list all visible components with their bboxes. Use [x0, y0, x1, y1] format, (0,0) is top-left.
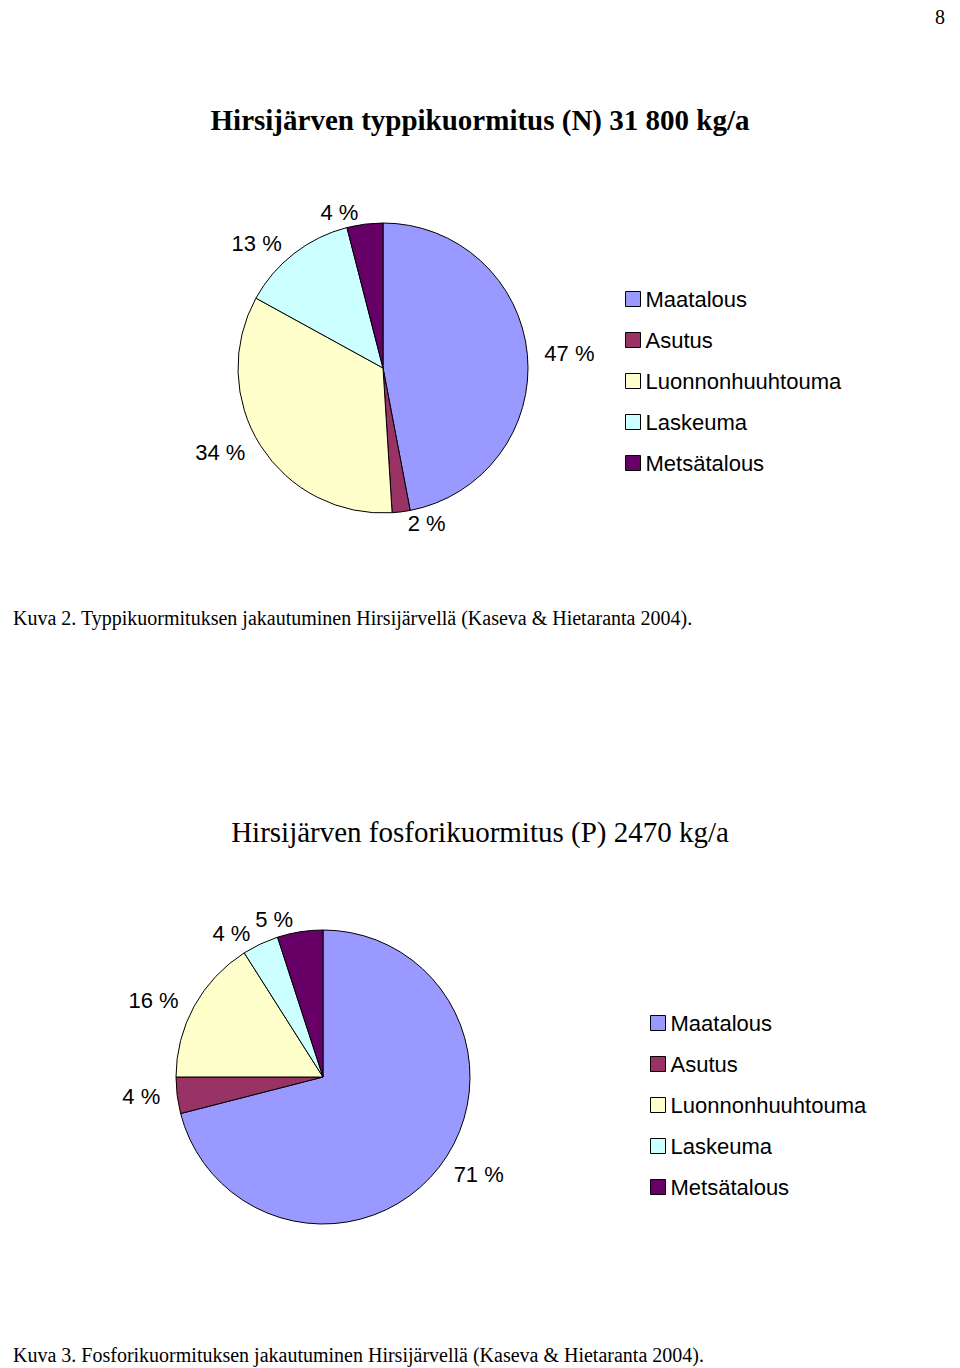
svg-text:Maatalous: Maatalous: [671, 1011, 773, 1036]
svg-text:4 %: 4 %: [212, 921, 250, 946]
svg-text:34 %: 34 %: [195, 440, 245, 465]
svg-text:47 %: 47 %: [544, 341, 594, 366]
svg-text:5 %: 5 %: [255, 907, 293, 932]
svg-text:4 %: 4 %: [320, 200, 358, 225]
svg-text:Kuva 3. Fosforikuormituksen ja: Kuva 3. Fosforikuormituksen jakautuminen…: [13, 1344, 704, 1367]
svg-text:71 %: 71 %: [454, 1162, 504, 1187]
svg-text:13 %: 13 %: [232, 231, 282, 256]
svg-text:Asutus: Asutus: [671, 1052, 738, 1077]
svg-text:Luonnonhuuhtouma: Luonnonhuuhtouma: [646, 369, 842, 394]
svg-text:2 %: 2 %: [408, 511, 446, 536]
svg-text:Kuva 2. Typpikuormituksen jaka: Kuva 2. Typpikuormituksen jakautuminen H…: [13, 607, 692, 630]
svg-text:Hirsijärven fosforikuormitus (: Hirsijärven fosforikuormitus (P) 2470 kg…: [231, 816, 729, 849]
svg-text:16 %: 16 %: [129, 988, 179, 1013]
svg-text:8: 8: [935, 6, 945, 28]
svg-text:Laskeuma: Laskeuma: [671, 1134, 773, 1159]
svg-text:Laskeuma: Laskeuma: [646, 410, 748, 435]
svg-text:Maatalous: Maatalous: [646, 287, 748, 312]
svg-text:Hirsijärven typpikuormitus (N): Hirsijärven typpikuormitus (N) 31 800 kg…: [211, 104, 750, 137]
svg-text:4 %: 4 %: [122, 1084, 160, 1109]
svg-text:Luonnonhuuhtouma: Luonnonhuuhtouma: [671, 1093, 867, 1118]
svg-text:Asutus: Asutus: [646, 328, 713, 353]
svg-text:Metsätalous: Metsätalous: [671, 1175, 790, 1200]
svg-text:Metsätalous: Metsätalous: [646, 451, 765, 476]
